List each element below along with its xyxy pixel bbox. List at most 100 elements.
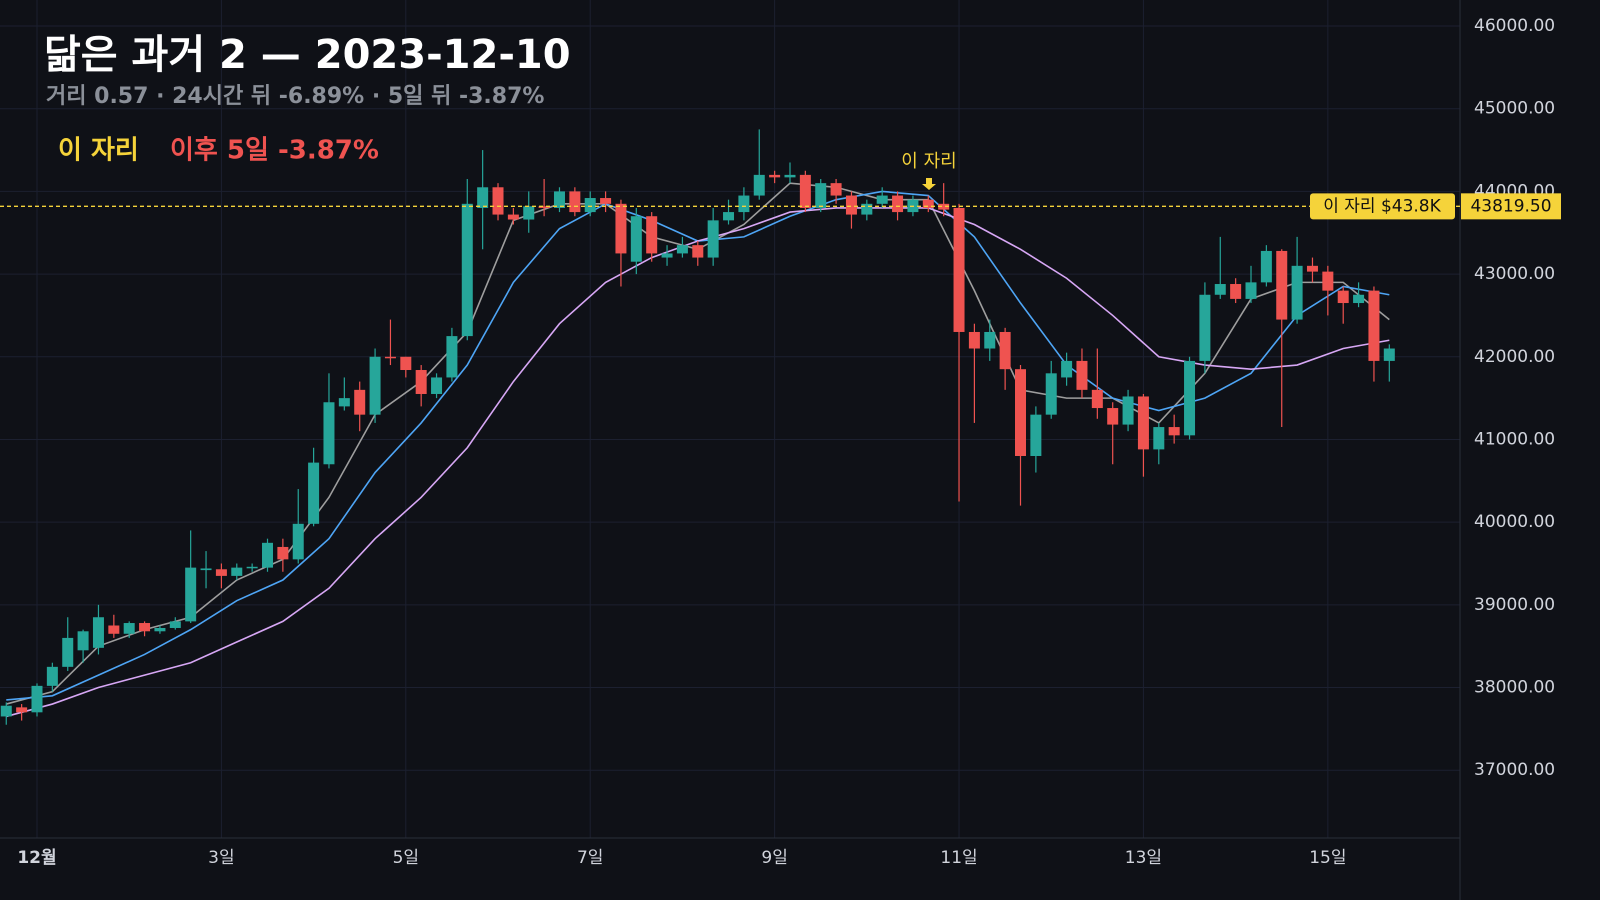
candle-body [1306,265,1318,272]
candle-body [1260,250,1272,283]
axes: 37000.00 38000.00 39000.00 40000.00 41000.00… [17,16,1555,868]
candle-body [123,623,135,634]
candle-body [1137,396,1149,450]
candle-body [830,183,842,196]
x-tick-label: 15일 [1309,848,1346,868]
price-axis-tag-label: 43819.50 [1470,196,1551,216]
overlay: 이 자리 $43.8K 43819.50 이 자리 [0,151,1561,220]
y-tick-label: 40000.00 [1474,512,1555,532]
candle-body [892,195,904,213]
y-tick-label: 38000.00 [1474,678,1555,698]
candle-body [538,206,550,208]
candle-body [815,183,827,208]
candle-body [139,623,151,632]
candle-body [845,195,857,215]
candle-body [692,245,704,258]
candle-body [615,203,627,254]
y-tick-label: 39000.00 [1474,595,1555,615]
candle-body [861,203,873,215]
x-tick-label: 9일 [761,848,787,868]
candle-body [215,569,227,576]
candle-body [769,174,781,178]
candle-body [523,206,535,220]
candle-body [1061,360,1073,378]
candle-body [723,212,735,221]
x-tick-label: 13일 [1125,848,1162,868]
candle-body [185,567,197,622]
x-tick-label: 3일 [208,848,234,868]
candle-body [200,568,212,571]
chart-title: 닮은 과거 2 — 2023-12-10 [44,32,571,78]
candle-body [231,567,243,576]
candle-body [323,402,335,465]
x-tick-label: 11일 [940,848,977,868]
candle-body [661,253,673,258]
y-tick-label: 43000.00 [1474,264,1555,284]
candle-body [630,216,642,262]
candle-body [600,198,612,204]
candle-body [1107,408,1119,425]
candle-body [492,187,504,215]
candle-body [799,174,811,208]
candle-body [968,331,980,349]
price-tag-label: 이 자리 $43.8K [1323,196,1441,216]
candle-body [553,191,565,208]
candle-body [338,398,350,407]
candle-body [431,377,443,394]
candle-body [308,462,320,524]
candle-body [953,207,965,332]
candle-body [154,627,166,632]
candle-body [477,187,489,208]
x-tick-label: 5일 [393,848,419,868]
candle-body [738,195,750,213]
candle-body [108,625,120,634]
candle-body [77,631,89,651]
candle-body [646,216,658,254]
candle-body [507,214,519,220]
candle-body [569,191,581,213]
y-tick-label: 41000.00 [1474,429,1555,449]
candle-body [46,666,58,686]
y-tick-label: 45000.00 [1474,99,1555,119]
candle-body [707,220,719,258]
candle-body [999,331,1011,370]
candle-body [16,707,28,713]
candle-body [62,637,74,667]
candle-body [1322,271,1334,291]
candle-body [1337,290,1349,304]
candle-body [415,370,427,394]
candle-body [938,203,950,210]
candle-body [1153,427,1165,450]
price-tag-box [1310,193,1455,220]
candle-body [246,566,258,569]
candle-body [1014,369,1026,457]
y-tick-label: 42000.00 [1474,347,1555,367]
candle-body [1291,265,1303,320]
price-axis-tag-box [1461,193,1561,220]
candle-body [984,331,996,349]
candle-body [1276,250,1288,320]
candle-body [753,174,765,196]
legend-marker: 이 자리 [58,136,139,166]
candles [0,129,1395,725]
candle-body [1091,389,1103,409]
candle-body [876,195,888,204]
legend-result: 이후 5일 -3.87% [170,136,379,166]
candle-body [676,245,688,254]
candle-body [262,542,274,568]
candle-body [922,199,934,208]
candle-body [1030,414,1042,457]
candle-body [1245,282,1257,299]
candle-body [1383,348,1395,361]
candle-body [1076,360,1088,390]
candle-body [354,389,366,415]
candle-body [784,174,796,178]
candle-body [31,685,43,713]
annotation-arrow [922,178,936,190]
candle-body [1199,294,1211,361]
x-tick-label: 12월 [17,848,56,868]
y-tick-label: 46000.00 [1474,16,1555,36]
candle-body [1184,360,1196,436]
